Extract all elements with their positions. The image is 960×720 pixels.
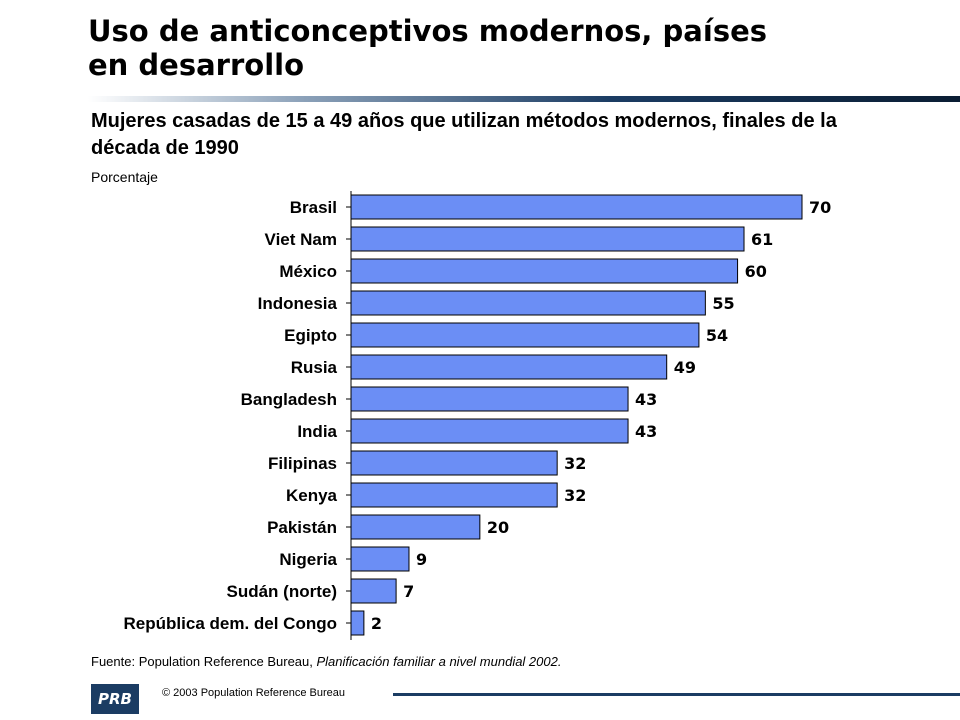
bar-9 <box>350 482 558 508</box>
category-label: Bangladesh <box>241 390 337 409</box>
value-label: 55 <box>712 294 734 313</box>
bar-1 <box>350 226 745 252</box>
unit-label: Porcentaje <box>91 169 158 185</box>
category-label: Rusia <box>291 358 338 377</box>
category-label: Kenya <box>286 486 338 505</box>
category-label: Egipto <box>284 326 337 345</box>
category-label: Pakistán <box>267 518 337 537</box>
category-label: Filipinas <box>268 454 337 473</box>
value-label: 2 <box>371 614 382 633</box>
category-label: Brasil <box>290 198 337 217</box>
value-label: 20 <box>487 518 509 537</box>
source-prefix: Fuente: Population Reference Bureau, <box>91 654 313 669</box>
value-label: 9 <box>416 550 427 569</box>
footer-copyright: © 2003 Population Reference Bureau <box>162 687 346 699</box>
category-label: Viet Nam <box>265 230 337 249</box>
value-label: 32 <box>564 454 586 473</box>
bar-6 <box>350 386 629 412</box>
footer-rule <box>393 693 960 696</box>
category-label: India <box>297 422 337 441</box>
category-label: Nigeria <box>279 550 337 569</box>
value-label: 61 <box>751 230 773 249</box>
value-label: 49 <box>674 358 696 377</box>
source-publication: Planificación familiar a nivel mundial 2… <box>316 654 562 669</box>
value-label: 54 <box>706 326 728 345</box>
bar-3 <box>350 290 706 316</box>
value-label: 70 <box>809 198 831 217</box>
bar-7 <box>350 418 629 444</box>
title-rule <box>88 96 960 102</box>
bar-10 <box>350 514 481 540</box>
bar-12 <box>350 578 397 604</box>
bar-13 <box>350 610 365 636</box>
prb-logo: PRB <box>91 684 139 714</box>
bar-11 <box>350 546 410 572</box>
value-label: 60 <box>745 262 767 281</box>
chart-subtitle: Mujeres casadas de 15 a 49 años que util… <box>91 110 837 159</box>
category-label: República dem. del Congo <box>124 614 337 633</box>
source-note: Fuente: Population Reference Bureau, Pla… <box>91 654 561 669</box>
bar-2 <box>350 258 739 284</box>
bar-8 <box>350 450 558 476</box>
value-label: 32 <box>564 486 586 505</box>
value-label: 43 <box>635 390 657 409</box>
bar-0 <box>350 194 803 220</box>
bar-4 <box>350 322 700 348</box>
category-label: México <box>279 262 337 281</box>
value-label: 43 <box>635 422 657 441</box>
value-label: 7 <box>403 582 414 601</box>
category-label: Sudán (norte) <box>227 582 338 601</box>
category-label: Indonesia <box>258 294 338 313</box>
bar-5 <box>350 354 668 380</box>
page-title: Uso de anticonceptivos modernos, países … <box>88 14 768 82</box>
